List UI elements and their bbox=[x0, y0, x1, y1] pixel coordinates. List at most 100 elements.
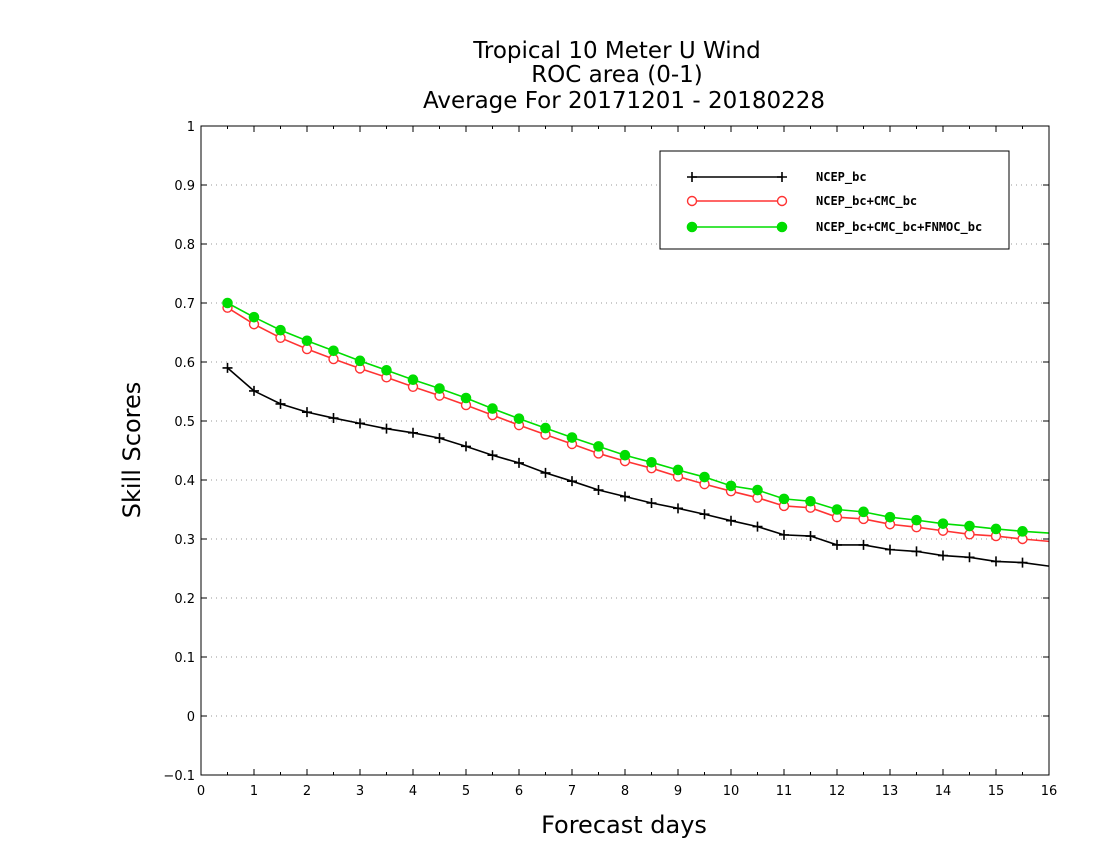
data-point-plus bbox=[752, 521, 763, 532]
data-point-plus bbox=[699, 509, 710, 520]
x-tick-label: 5 bbox=[462, 784, 470, 799]
data-point-plus bbox=[832, 539, 842, 550]
data-point-filled-circle bbox=[513, 413, 525, 424]
data-point-plus bbox=[673, 503, 683, 514]
legend-label: NCEP_bc+CMC_bc bbox=[816, 194, 917, 209]
data-point-plus bbox=[487, 450, 498, 461]
data-point-filled-circle bbox=[672, 464, 684, 476]
y-tick-label: 0 bbox=[187, 710, 195, 725]
data-point-filled-circle bbox=[460, 392, 472, 404]
x-tick-label: 7 bbox=[568, 784, 576, 799]
legend-entry: NCEP_bc+CMC_bc+FNMOC_bc bbox=[686, 220, 982, 235]
data-point-plus bbox=[885, 544, 895, 555]
legend-label: NCEP_bc bbox=[816, 170, 867, 185]
series-2 bbox=[222, 297, 1050, 537]
y-tick-label: 0.9 bbox=[174, 179, 195, 194]
data-point-open-circle bbox=[686, 195, 698, 207]
y-tick-label: 0.8 bbox=[174, 238, 195, 253]
x-tick-label: 8 bbox=[621, 784, 629, 799]
data-point-plus bbox=[991, 556, 1001, 567]
data-point-plus bbox=[249, 385, 259, 396]
y-tick-label: −0.1 bbox=[163, 769, 195, 784]
data-point-filled-circle bbox=[381, 364, 392, 376]
series-1 bbox=[222, 302, 1050, 545]
data-point-filled-circle bbox=[858, 506, 869, 518]
data-point-plus bbox=[938, 550, 948, 561]
data-point-filled-circle bbox=[540, 422, 551, 434]
data-point-filled-circle bbox=[354, 355, 366, 367]
data-point-plus bbox=[275, 398, 286, 409]
series-line bbox=[226, 367, 1050, 567]
data-point-filled-circle bbox=[434, 383, 445, 394]
data-point-filled-circle bbox=[831, 504, 843, 515]
data-point-filled-circle bbox=[911, 514, 922, 526]
series-line bbox=[227, 302, 1050, 534]
y-axis-label: Skill Scores bbox=[118, 382, 146, 519]
data-point-filled-circle bbox=[619, 449, 631, 461]
data-point-filled-circle bbox=[1017, 526, 1028, 537]
data-point-plus bbox=[408, 427, 418, 438]
series-line bbox=[227, 307, 1050, 543]
x-tick-label: 1 bbox=[250, 784, 258, 799]
data-point-plus bbox=[805, 531, 816, 542]
chart-title-line-2: ROC area (0-1) bbox=[531, 62, 703, 88]
x-tick-label: 15 bbox=[988, 784, 1005, 799]
legend-entry: NCEP_bc bbox=[687, 170, 867, 185]
data-point-plus bbox=[646, 498, 657, 509]
data-point-open-circle bbox=[776, 195, 788, 207]
data-point-filled-circle bbox=[646, 457, 657, 468]
x-tick-label: 13 bbox=[882, 784, 899, 799]
data-point-plus bbox=[726, 515, 736, 526]
y-tick-label: 0.4 bbox=[174, 474, 195, 489]
data-point-plus bbox=[540, 467, 551, 478]
legend-box bbox=[659, 150, 1010, 250]
data-point-filled-circle bbox=[990, 523, 1002, 535]
legend-label: NCEP_bc+CMC_bc+FNMOC_bc bbox=[816, 220, 982, 235]
data-point-filled-circle bbox=[328, 345, 339, 357]
data-point-filled-circle bbox=[752, 484, 763, 496]
data-point-plus bbox=[567, 476, 577, 487]
data-point-filled-circle bbox=[222, 297, 233, 309]
data-point-filled-circle bbox=[937, 518, 949, 529]
data-point-plus bbox=[593, 485, 604, 496]
x-tick-label: 14 bbox=[935, 784, 952, 799]
data-point-plus bbox=[779, 529, 789, 540]
data-point-filled-circle bbox=[725, 480, 737, 492]
legend-entry: NCEP_bc+CMC_bc bbox=[686, 194, 917, 209]
x-tick-label: 9 bbox=[674, 784, 682, 799]
x-tick-label: 6 bbox=[515, 784, 523, 799]
data-point-plus bbox=[858, 539, 869, 550]
x-tick-label: 12 bbox=[829, 784, 846, 799]
data-point-filled-circle bbox=[248, 311, 260, 323]
data-point-filled-circle bbox=[566, 432, 578, 443]
data-point-plus bbox=[434, 433, 445, 444]
x-tick-label: 16 bbox=[1041, 784, 1058, 799]
data-point-plus bbox=[355, 418, 365, 429]
data-point-filled-circle bbox=[407, 374, 419, 386]
data-point-plus bbox=[687, 172, 697, 182]
x-tick-label: 2 bbox=[303, 784, 311, 799]
x-axis-label: Forecast days bbox=[541, 811, 707, 839]
data-point-filled-circle bbox=[275, 324, 286, 336]
data-series bbox=[222, 297, 1050, 568]
data-point-plus bbox=[964, 552, 975, 563]
data-point-plus bbox=[514, 457, 524, 468]
y-tick-label: 1 bbox=[187, 120, 195, 135]
data-point-filled-circle bbox=[805, 495, 816, 507]
plot-area-frame bbox=[200, 125, 1050, 776]
data-point-plus bbox=[328, 413, 339, 424]
x-tick-label: 3 bbox=[356, 784, 364, 799]
chart-title: Tropical 10 Meter U Wind ROC area (0-1) … bbox=[423, 38, 825, 114]
data-point-filled-circle bbox=[593, 441, 604, 452]
data-point-plus bbox=[620, 491, 630, 502]
x-tick-label: 11 bbox=[776, 784, 793, 799]
x-tick-label: 0 bbox=[197, 784, 205, 799]
data-point-filled-circle bbox=[776, 221, 788, 233]
y-tick-label: 0.2 bbox=[174, 592, 195, 607]
y-tick-label: 0.1 bbox=[174, 651, 195, 666]
data-point-filled-circle bbox=[301, 335, 313, 347]
y-tick-label: 0.7 bbox=[174, 297, 195, 312]
x-tick-label: 10 bbox=[723, 784, 740, 799]
data-point-filled-circle bbox=[487, 403, 498, 414]
